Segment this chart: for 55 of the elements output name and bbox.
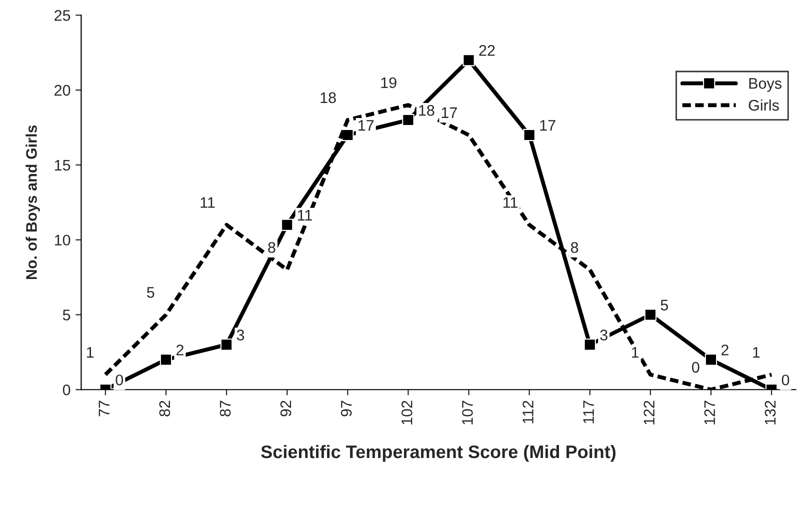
x-tick-label: 87 <box>220 400 231 416</box>
x-tick-label: 127 <box>704 400 715 424</box>
point <box>160 354 172 366</box>
data-label: 17 <box>442 107 457 118</box>
point <box>523 128 536 142</box>
data-label: 5 <box>146 287 154 298</box>
x-tick-label: 112 <box>522 400 534 424</box>
y-tick-label: 20 <box>54 84 70 96</box>
point <box>644 308 656 321</box>
data-label: 1 <box>86 347 94 358</box>
y-tick-label: 5 <box>62 310 70 320</box>
data-label: 3 <box>600 330 608 340</box>
data-label: 8 <box>268 242 276 253</box>
data-label: 8 <box>570 242 578 253</box>
data-label: 0 <box>782 374 790 386</box>
data-label: 0 <box>692 362 700 373</box>
data-label: 3 <box>236 330 244 340</box>
y-tick-label: 15 <box>54 160 70 171</box>
data-label: 2 <box>176 344 184 356</box>
data-label: 5 <box>660 300 668 310</box>
legend-label: Boys <box>749 78 782 92</box>
x-tick-label: 102 <box>401 400 412 424</box>
point <box>402 114 414 126</box>
data-label: 17 <box>540 120 556 131</box>
data-label: 1 <box>632 347 639 358</box>
data-label: 19 <box>381 77 396 88</box>
data-label: 22 <box>479 45 495 56</box>
x-tick-label: 122 <box>644 400 654 424</box>
x-tick-label: 117 <box>583 400 594 424</box>
x-tick-label: 82 <box>159 400 170 416</box>
data-label: 17 <box>358 120 374 131</box>
y-axis-title: No. of Boys and Girls <box>26 125 40 280</box>
data-label: 18 <box>419 104 434 116</box>
y-tick-label: 10 <box>54 234 70 246</box>
x-tick-label: 77 <box>98 400 110 416</box>
x-tick-label: 107 <box>462 400 473 424</box>
data-label: 11 <box>200 197 215 208</box>
y-tick-label: 0 <box>62 384 70 396</box>
x-tick-label: 97 <box>340 400 352 416</box>
point <box>462 54 475 66</box>
point <box>281 218 294 231</box>
x-axis-title: Scientific Temperament Score (Mid Point) <box>261 444 616 462</box>
point <box>220 338 233 351</box>
x-tick-label: 92 <box>280 400 292 416</box>
data-label: 0 <box>116 374 124 386</box>
data-label: 1 <box>753 347 760 358</box>
legend-label: Girls <box>748 99 779 111</box>
data-label: 11 <box>504 197 518 208</box>
data-label: 18 <box>320 92 336 104</box>
data-label: 2 <box>721 344 728 356</box>
point <box>704 354 718 366</box>
data-label: 11 <box>298 210 312 220</box>
x-tick-label: 132 <box>764 400 776 424</box>
y-tick-label: 25 <box>54 10 70 21</box>
point <box>584 338 596 351</box>
